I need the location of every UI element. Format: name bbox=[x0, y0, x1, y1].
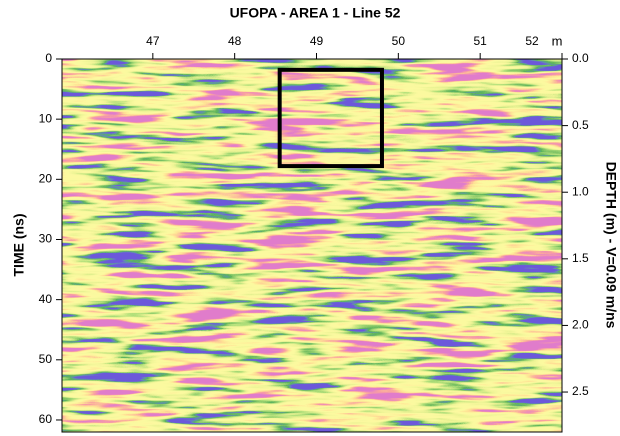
x-tick-label: 50 bbox=[392, 34, 406, 48]
plot-frame bbox=[61, 58, 563, 433]
highlight-box bbox=[277, 67, 384, 169]
x-tick-label: 49 bbox=[310, 34, 324, 48]
y-tick-label: 0 bbox=[45, 51, 52, 65]
y2-axis-label: DEPTH (m) - V=0.09 m/ns bbox=[603, 162, 619, 329]
y2-tick-label: 2.5 bbox=[572, 384, 589, 398]
y2-tick-label: 0.0 bbox=[572, 51, 589, 65]
x-tick-label: 48 bbox=[228, 34, 242, 48]
y-axis-label: TIME (ns) bbox=[11, 214, 27, 277]
radargram-image bbox=[62, 59, 562, 432]
y-tick-label: 30 bbox=[39, 232, 53, 246]
y2-tick-label: 2.0 bbox=[572, 318, 589, 332]
x-tick-label: 52 bbox=[525, 34, 539, 48]
y-tick-label: 60 bbox=[39, 412, 53, 426]
y-tick-label: 20 bbox=[39, 171, 53, 185]
x-tick-label: 51 bbox=[473, 34, 487, 48]
y-tick-label: 10 bbox=[39, 111, 53, 125]
y-tick-label: 50 bbox=[39, 352, 53, 366]
x-tick-label: 47 bbox=[146, 34, 160, 48]
y2-tick-label: 1.0 bbox=[572, 184, 589, 198]
y-tick-label: 40 bbox=[39, 292, 53, 306]
x-unit-label: m bbox=[552, 33, 563, 48]
y2-tick-label: 0.5 bbox=[572, 118, 589, 132]
y2-tick-label: 1.5 bbox=[572, 251, 589, 265]
chart-title: UFOPA - AREA 1 - Line 52 bbox=[230, 5, 401, 21]
